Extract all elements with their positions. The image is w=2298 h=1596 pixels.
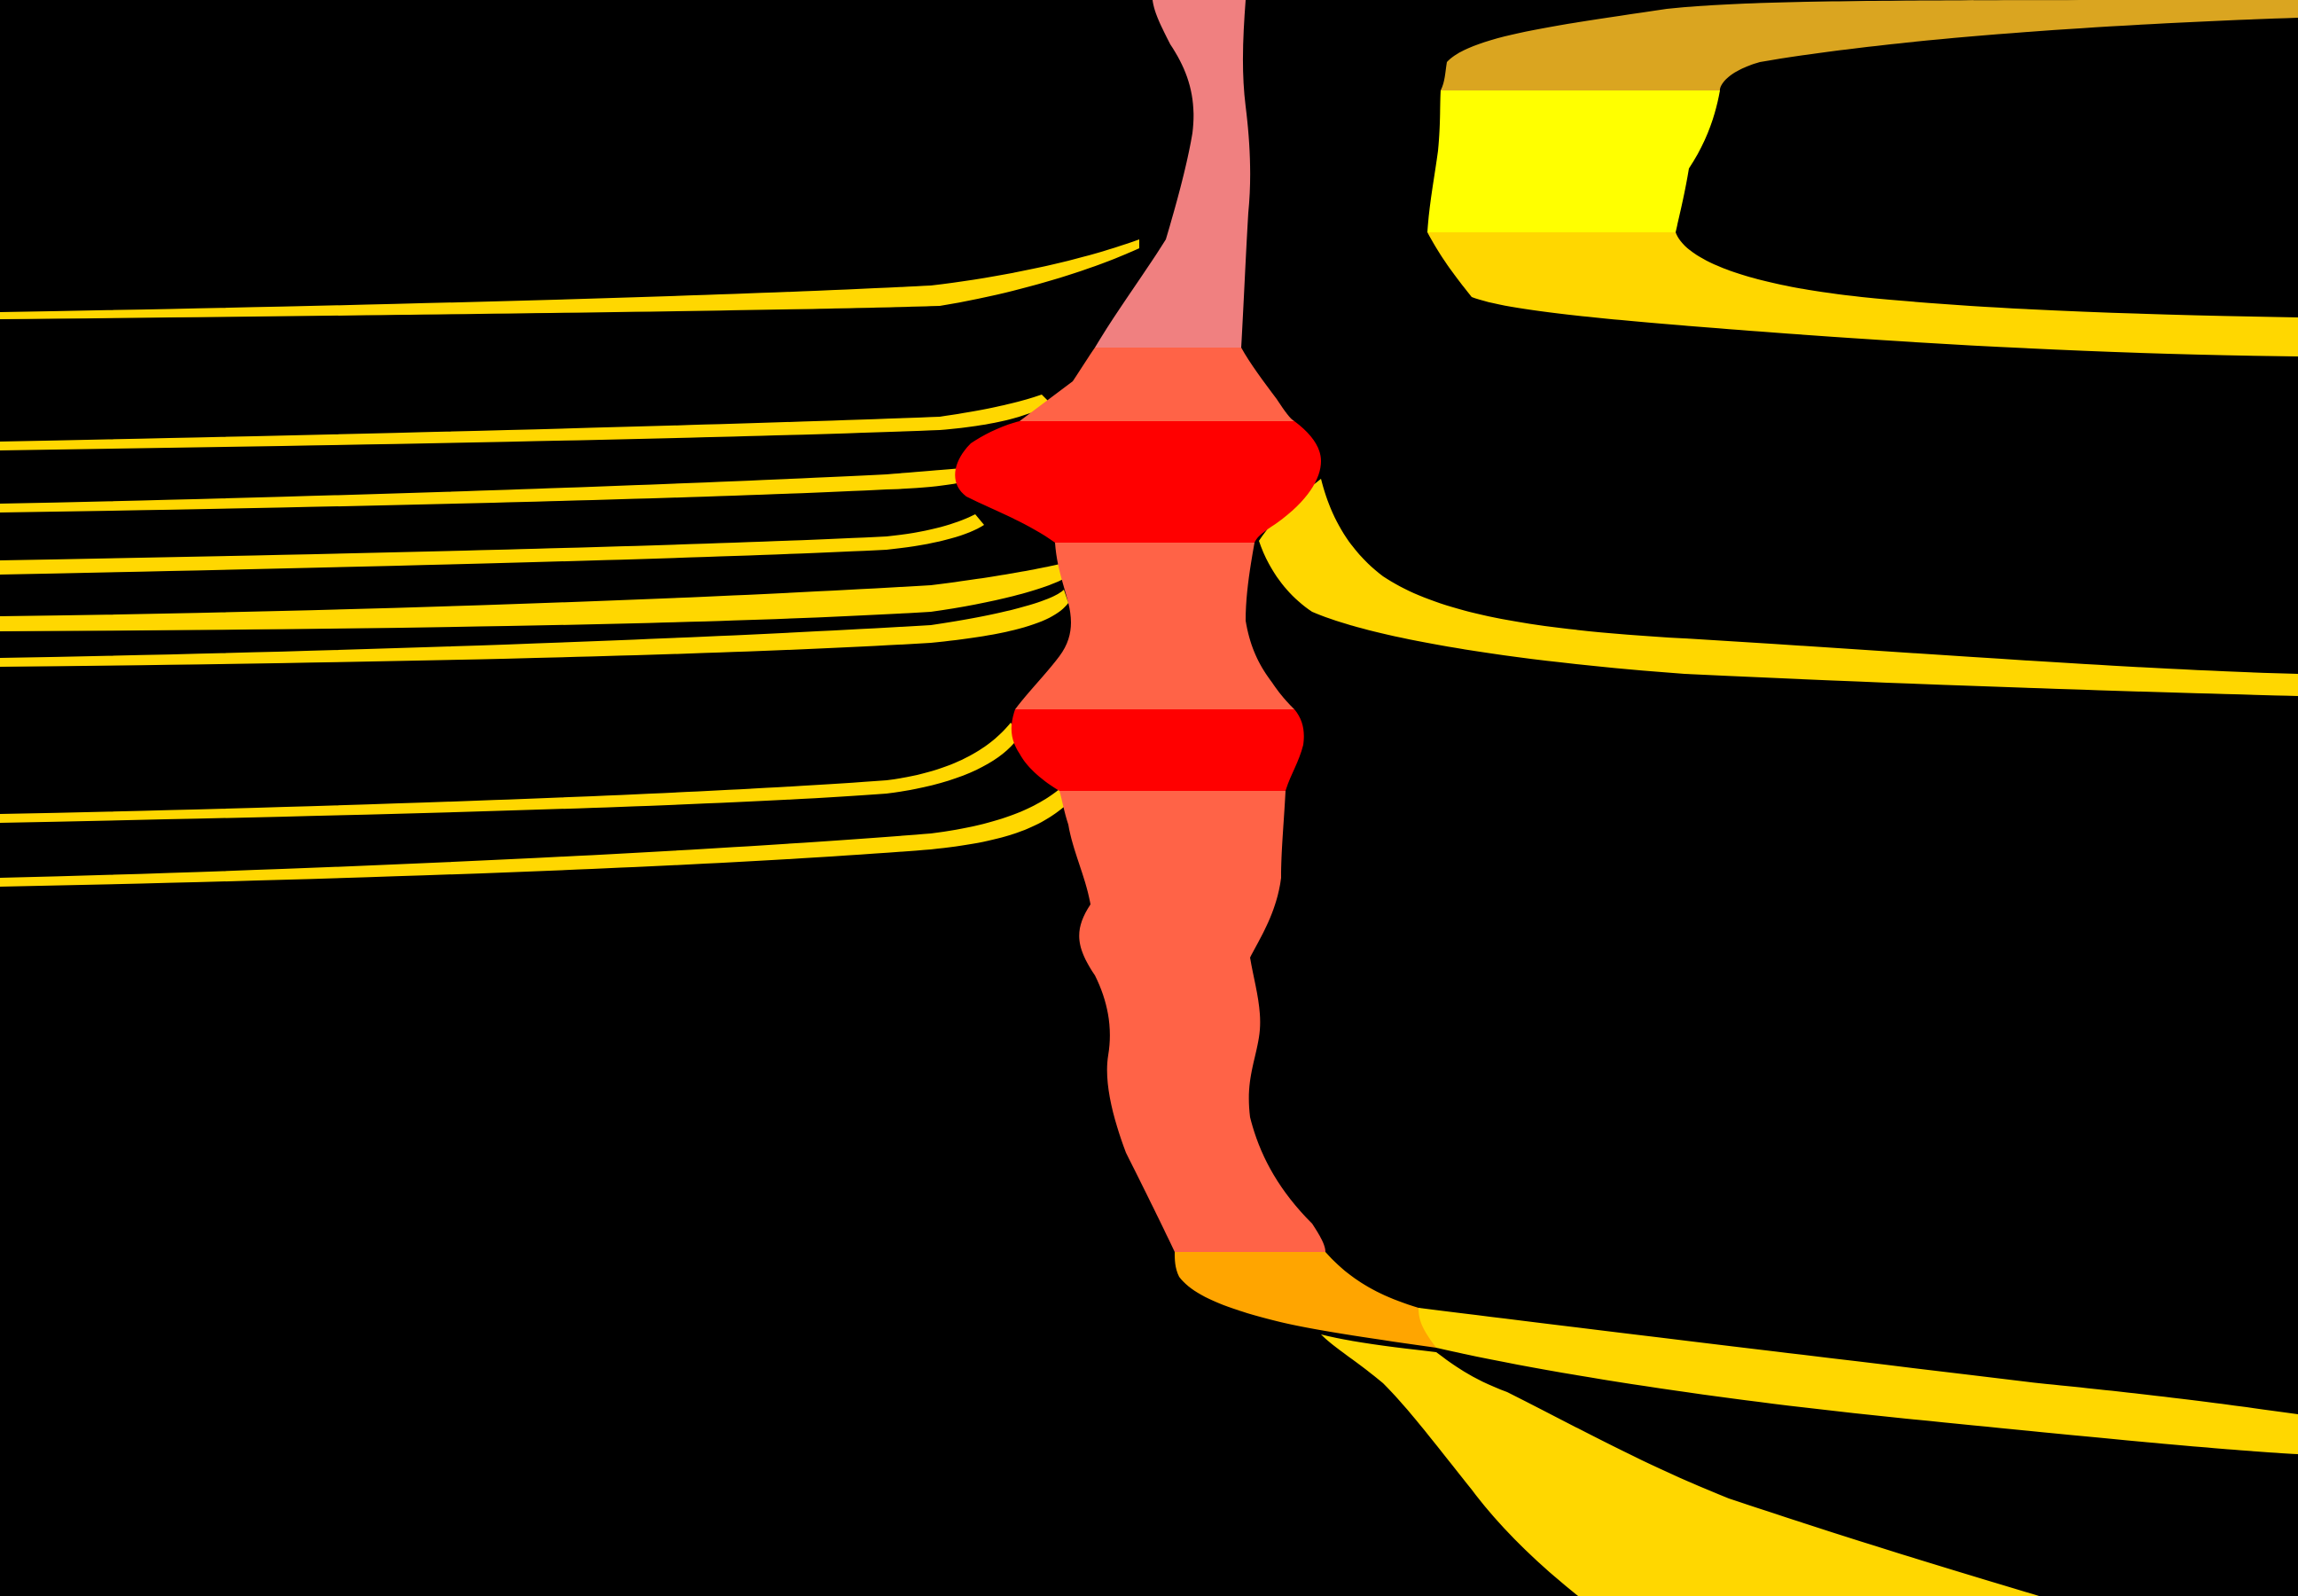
right-middle-gold-band	[1259, 479, 2298, 696]
red-band-upper	[955, 421, 1321, 543]
right-lower-gold-band-fan	[1321, 1334, 2039, 1596]
right-upper-yellow-block	[1427, 90, 1720, 232]
central-trunk-tomato-middle	[1015, 543, 1294, 709]
central-trunk-upper-lightcoral	[1095, 0, 1251, 348]
central-trunk-tomato-lower	[1059, 791, 1325, 1252]
red-band-lower	[1011, 709, 1304, 791]
left-streak-1	[0, 239, 1139, 319]
left-streak-8	[0, 789, 1064, 887]
left-streak-7	[0, 723, 1020, 823]
left-streak-2	[0, 395, 1051, 450]
right-lower-gold-band-upper	[1419, 1308, 2298, 1454]
central-trunk-tomato-top	[1020, 348, 1294, 421]
right-upper-goldenrod-band	[1441, 0, 2298, 90]
left-streak-6	[0, 590, 1068, 667]
left-streak-3	[0, 466, 989, 512]
left-streak-5	[0, 563, 1068, 631]
right-upper-gold-band	[1427, 232, 2298, 356]
left-streak-4	[0, 514, 984, 575]
